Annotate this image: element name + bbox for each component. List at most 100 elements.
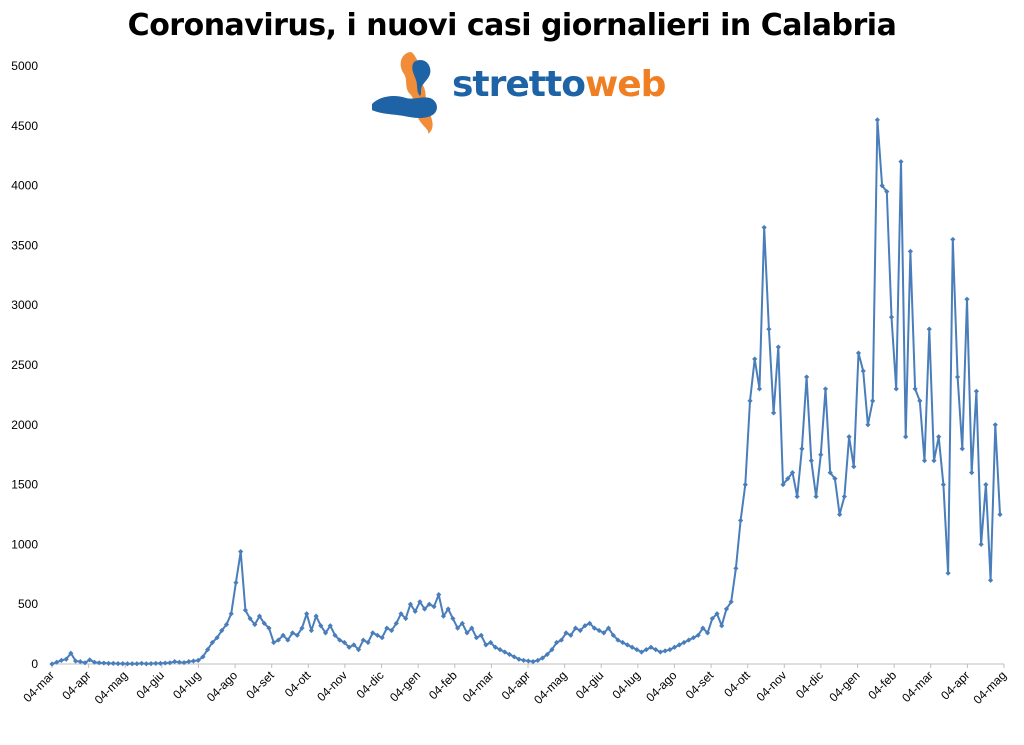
data-point [846, 434, 852, 440]
data-point [954, 374, 961, 380]
data-point [874, 117, 880, 123]
data-point [426, 601, 432, 607]
data-point [440, 613, 447, 619]
data-point [775, 344, 781, 350]
logo-text-part2: web [584, 64, 666, 105]
data-point [327, 623, 333, 629]
data-point [756, 386, 763, 392]
data-point [68, 650, 74, 656]
data-point [643, 647, 649, 653]
series-path [51, 118, 1001, 665]
data-point [101, 660, 107, 666]
data-point [804, 374, 810, 380]
x-tick-label: 04-apr [499, 668, 533, 702]
chart-title: Coronavirus, i nuovi casi giornalieri in… [127, 8, 897, 43]
x-tick-label: 04-mag [92, 668, 131, 707]
data-point [728, 599, 734, 605]
data-point [629, 644, 635, 650]
data-point [96, 660, 102, 666]
data-point [186, 659, 192, 665]
data-point [987, 577, 994, 583]
data-point [605, 625, 612, 631]
chart-axes: 0 500 1000 1500 2000 2500 3000 3500 4000 4500 5000… [11, 59, 1009, 707]
y-tick-label: 2000 [11, 418, 38, 432]
x-tick-label: 04-mar [20, 668, 57, 705]
data-point [530, 659, 536, 665]
data-point [671, 644, 678, 650]
data-point [181, 659, 187, 666]
data-point [469, 625, 475, 631]
data-point [289, 630, 296, 636]
data-point [266, 625, 272, 631]
data-point [610, 632, 616, 638]
data-point [907, 248, 913, 254]
data-point [865, 422, 871, 428]
y-tick-label: 3500 [11, 238, 38, 252]
y-tick-label: 5000 [11, 59, 38, 73]
data-point [393, 620, 399, 626]
data-point [351, 642, 357, 648]
data-point [436, 592, 442, 598]
data-point [997, 511, 1003, 518]
data-point [742, 482, 748, 488]
data-point [903, 434, 909, 440]
data-point [280, 632, 286, 638]
data-point [285, 637, 291, 643]
data-point [115, 661, 121, 667]
data-point [704, 630, 711, 636]
data-point [304, 611, 310, 617]
data-point [921, 458, 928, 464]
x-tick-label: 04-giu [573, 668, 606, 701]
x-tick-label: 04-nov [754, 668, 790, 704]
y-tick-label: 4500 [11, 119, 38, 133]
data-point [535, 657, 541, 664]
y-tick-label: 2500 [11, 358, 38, 372]
x-tick-label: 04-lug [609, 668, 642, 701]
data-point [355, 647, 362, 653]
y-tick-label: 1500 [11, 478, 38, 492]
x-tick-label: 04-lug [170, 668, 203, 701]
data-point [294, 632, 300, 638]
data-point [676, 642, 682, 648]
data-point [931, 458, 937, 464]
data-point [596, 627, 602, 634]
x-tick-label: 04-mag [531, 668, 570, 707]
y-tick-label: 4000 [11, 179, 38, 193]
x-tick-label: 04-nov [314, 668, 350, 704]
data-point [973, 388, 980, 394]
x-tick-label: 04-dic [354, 668, 387, 701]
data-point [412, 608, 418, 614]
data-point [789, 470, 796, 476]
data-point [662, 648, 668, 654]
data-point [563, 630, 569, 636]
data-point [313, 613, 319, 619]
data-point [379, 635, 385, 641]
data-point [205, 647, 211, 653]
data-point [473, 635, 480, 641]
data-point [969, 470, 975, 476]
data-point [58, 657, 65, 664]
data-point [582, 623, 588, 629]
data-point [421, 606, 428, 612]
data-point [54, 659, 60, 665]
data-point [978, 541, 984, 547]
data-point [488, 639, 494, 646]
data-point [214, 635, 220, 641]
data-point [992, 422, 998, 428]
x-tick-label: 04-giu [133, 668, 166, 701]
data-point [832, 476, 838, 482]
data-point [139, 660, 145, 667]
data-point [733, 565, 739, 571]
data-point [714, 611, 720, 617]
data-point [332, 632, 338, 638]
strait-map-icon [372, 52, 437, 134]
data-point [870, 398, 876, 404]
data-point [153, 660, 159, 667]
y-tick-label: 500 [18, 597, 38, 611]
data-point [82, 660, 88, 666]
data-point [497, 647, 503, 653]
data-point [912, 386, 918, 392]
data-point [172, 659, 178, 665]
data-point [511, 654, 517, 660]
data-point [233, 580, 239, 586]
